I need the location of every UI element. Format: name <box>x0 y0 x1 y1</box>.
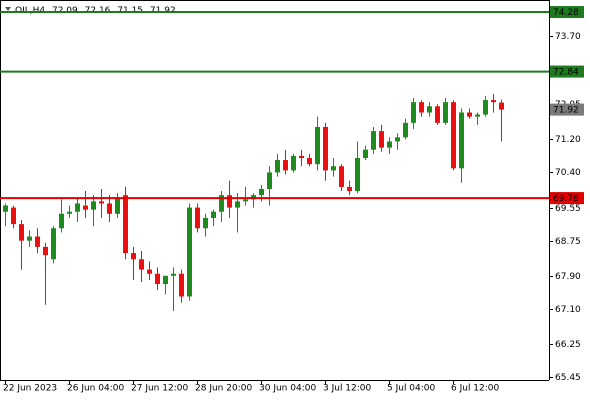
candle-body <box>483 100 488 115</box>
candle-body <box>403 122 408 138</box>
candle-body <box>227 195 232 208</box>
candle-body <box>115 197 120 214</box>
x-tick-label: 6 Jul 12:00 <box>451 384 500 394</box>
candle-body <box>195 207 200 229</box>
candle-body <box>419 102 424 113</box>
candle-body <box>291 155 296 171</box>
y-tick-label: 71.20 <box>555 135 581 145</box>
candle-body <box>395 137 400 142</box>
y-tick-label: 69.55 <box>555 204 581 214</box>
candle-body <box>387 141 392 148</box>
candle-body <box>11 207 16 225</box>
y-tick-label: 67.10 <box>555 305 581 315</box>
candle-body <box>379 131 384 148</box>
x-tick-label: 22 Jun 2023 <box>3 384 57 394</box>
close-value: 71.92 <box>150 6 176 16</box>
level-label: 69.78 <box>553 194 579 204</box>
last-price-box <box>550 103 584 116</box>
candle-body <box>211 211 216 218</box>
candle-body <box>363 149 368 158</box>
candle-body <box>339 166 344 187</box>
candle-body <box>331 166 336 171</box>
candle-body <box>315 126 320 165</box>
candle-body <box>51 228 56 260</box>
candle-body <box>259 188 264 196</box>
low-value: 71.15 <box>117 6 143 16</box>
candle-body <box>179 273 184 297</box>
candle-body <box>3 205 8 212</box>
candle-body <box>99 201 104 204</box>
level-label-inner <box>551 193 583 204</box>
candle-body <box>467 112 472 117</box>
candle-body <box>235 201 240 208</box>
candle-body <box>443 102 448 123</box>
candle-body <box>459 112 464 169</box>
candle-body <box>435 106 440 123</box>
level-label: 72.84 <box>553 68 579 78</box>
candle-body <box>123 195 128 254</box>
y-tick-label: 73.70 <box>555 32 581 42</box>
candle-body <box>307 157 312 165</box>
x-tick-label: 28 Jun 20:00 <box>195 384 252 394</box>
symbol-icon <box>5 7 11 11</box>
candle-body <box>203 217 208 229</box>
candle-body <box>411 102 416 123</box>
candle-body <box>427 106 432 113</box>
candle-body <box>59 213 64 229</box>
candle-body <box>139 259 144 270</box>
x-tick-label: 5 Jul 04:00 <box>387 384 436 394</box>
y-tick-label: 68.75 <box>555 237 581 247</box>
candle-body <box>131 253 136 260</box>
candle-body <box>155 273 160 285</box>
y-tick-label: 67.90 <box>555 272 581 282</box>
x-tick-label: 30 Jun 04:00 <box>259 384 316 394</box>
candle-body <box>163 275 168 285</box>
candle-body <box>67 211 72 214</box>
candle-body <box>355 157 360 192</box>
last-price-label: 71.92 <box>553 106 579 116</box>
y-tick-label: 65.45 <box>555 373 581 383</box>
candle-body <box>35 236 40 247</box>
candle-body <box>219 195 224 212</box>
chart-title: OIL,H4 72.09 72.16 71.15 71.92 <box>15 6 176 16</box>
level-label-box <box>550 65 584 78</box>
candle-body <box>19 224 24 241</box>
symbol: OIL,H4 <box>15 6 45 16</box>
x-tick-label: 26 Jun 04:00 <box>67 384 124 394</box>
candle-body <box>347 186 352 192</box>
y-tick-label: 70.40 <box>555 168 581 178</box>
candle-body <box>499 102 504 110</box>
candle-body <box>283 160 288 171</box>
candle-body <box>371 131 376 150</box>
candle-body <box>75 203 80 212</box>
high-value: 72.16 <box>85 6 111 16</box>
candle-body <box>43 246 48 256</box>
candle-body <box>243 199 248 202</box>
candle-body <box>299 155 304 158</box>
candle-body <box>91 201 96 210</box>
candle-body <box>187 207 192 297</box>
candle-body <box>451 102 456 169</box>
candle-body <box>27 236 32 241</box>
candle-body <box>275 160 280 173</box>
candle-body <box>83 205 88 210</box>
open-value: 72.09 <box>52 6 78 16</box>
candle-body <box>267 172 272 189</box>
x-tick-label: 27 Jun 12:00 <box>131 384 188 394</box>
candle-body <box>491 100 496 103</box>
candle-body <box>171 273 176 276</box>
level-label-box <box>550 6 584 19</box>
level-label: 74.28 <box>553 8 579 18</box>
candle-body <box>107 203 112 214</box>
y-tick-label: 66.25 <box>555 340 581 350</box>
x-tick-label: 3 Jul 12:00 <box>323 384 372 394</box>
candle-body <box>147 269 152 274</box>
candle-body <box>323 126 328 171</box>
candle-body <box>475 114 480 117</box>
